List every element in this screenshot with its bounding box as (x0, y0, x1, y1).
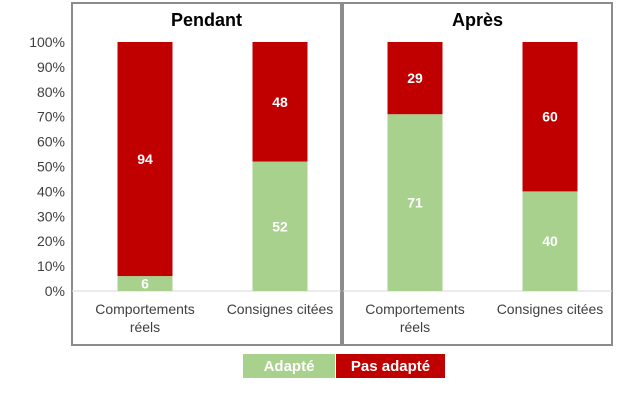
panel-title: Après (452, 10, 503, 30)
bar-segment (387, 42, 443, 115)
y-tick-label: 50% (37, 159, 65, 175)
panel-frame (71, 2, 342, 346)
data-label: 52 (272, 218, 288, 234)
data-label: 71 (407, 195, 423, 211)
category-label: Comportements réels (95, 301, 195, 335)
category-label: Comportements réels (365, 301, 465, 335)
legend-swatch (336, 354, 445, 378)
legend-label: Pas adapté (351, 358, 430, 375)
data-label: 60 (542, 109, 558, 125)
y-tick-label: 40% (37, 183, 65, 199)
y-axis: 0% 10% 20% 30% 40% 50% 60% 70% 80% 90% 100% (29, 34, 65, 299)
bar-segment (117, 276, 173, 291)
y-tick-label: 10% (37, 258, 65, 274)
data-label: 6 (141, 276, 149, 292)
data-label: 94 (137, 151, 153, 167)
bar-segment (252, 161, 308, 291)
y-tick-label: 70% (37, 109, 65, 125)
bar-segment (117, 42, 173, 277)
category-labels: Comportements réels Consignes citées Compor… (95, 301, 603, 335)
bar-segment (387, 114, 443, 292)
y-tick-label: 0% (45, 283, 65, 299)
y-tick-label: 80% (37, 84, 65, 100)
y-tick-label: 20% (37, 233, 65, 249)
bar-segment (522, 42, 578, 192)
category-label: Consignes citées (497, 301, 604, 317)
panel-frame (342, 2, 613, 346)
y-tick-label: 100% (29, 34, 65, 50)
legend-label: Adapté (264, 358, 315, 375)
y-tick-label: 90% (37, 59, 65, 75)
data-label: 48 (272, 94, 288, 110)
data-label: 40 (542, 233, 558, 249)
bar-segment (522, 191, 578, 291)
legend: Adapté Pas adapté (243, 354, 445, 378)
bar-segment (252, 42, 308, 162)
legend-swatch (243, 354, 335, 378)
panel-titles: Pendant Après (171, 10, 503, 30)
y-tick-label: 60% (37, 134, 65, 150)
data-label: 29 (407, 70, 423, 86)
y-tick-label: 30% (37, 208, 65, 224)
category-label: Consignes citées (227, 301, 334, 317)
bars: 6 94 52 48 71 29 40 60 (117, 42, 578, 292)
panel-title: Pendant (171, 10, 242, 30)
